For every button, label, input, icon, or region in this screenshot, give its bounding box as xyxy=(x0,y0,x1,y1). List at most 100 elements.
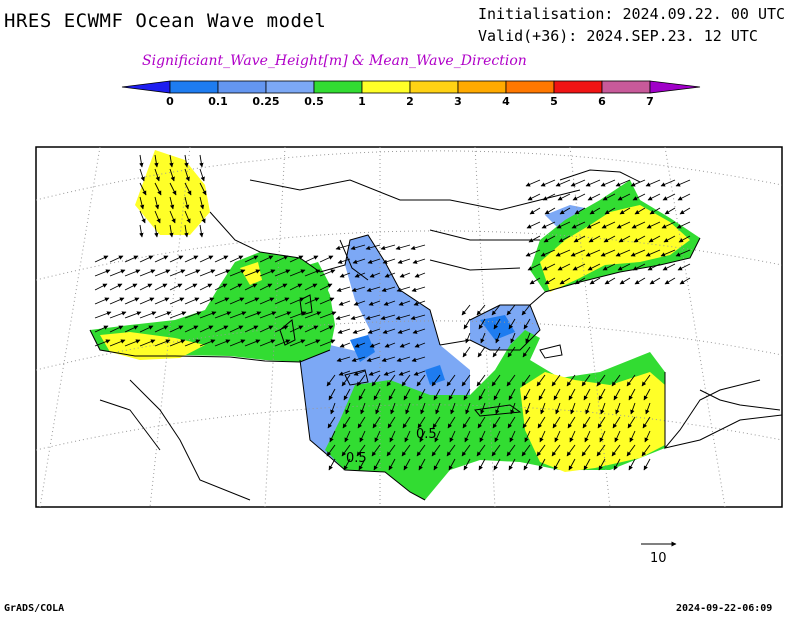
wave-direction-arrow xyxy=(491,304,501,316)
wave-direction-arrow xyxy=(494,430,501,443)
wave-direction-arrow xyxy=(446,444,456,457)
wave-direction-arrow xyxy=(675,249,691,257)
wave-direction-arrow xyxy=(567,416,576,429)
wave-direction-arrow xyxy=(552,416,561,429)
wave-direction-arrow xyxy=(229,283,243,291)
wave-direction-arrow xyxy=(401,374,411,387)
wave-direction-arrow xyxy=(626,374,636,387)
wave-direction-arrow xyxy=(521,444,531,457)
wave-direction-arrow xyxy=(398,370,411,376)
colorbar-box xyxy=(217,80,267,94)
wave-direction-arrow xyxy=(124,255,139,263)
wave-direction-arrow xyxy=(397,328,411,334)
page-title: HRES ECWMF Ocean Wave model xyxy=(4,10,327,32)
wave-direction-arrow xyxy=(395,314,411,321)
wave-direction-arrow xyxy=(154,154,159,168)
wave-direction-arrow xyxy=(463,458,471,471)
wave-direction-arrow xyxy=(507,416,516,429)
wave-direction-arrow xyxy=(598,458,606,471)
wave-direction-arrow xyxy=(478,318,486,330)
wave-direction-arrow xyxy=(124,297,140,305)
wave-direction-arrow xyxy=(676,221,691,229)
wave-direction-arrow xyxy=(570,249,586,257)
wave-direction-arrow xyxy=(124,269,141,277)
wave-direction-arrow xyxy=(628,458,636,471)
wave-direction-arrow xyxy=(405,402,411,415)
wave-height-high-area xyxy=(100,150,690,472)
wave-direction-arrow xyxy=(540,179,556,187)
wave-direction-arrow xyxy=(328,458,336,471)
wave-direction-arrow xyxy=(543,235,556,243)
wave-direction-arrow xyxy=(169,224,174,238)
wave-direction-arrow xyxy=(447,416,456,429)
colorbar-box xyxy=(505,80,555,94)
wave-direction-arrow xyxy=(368,370,381,376)
wave-direction-arrow xyxy=(395,244,411,251)
wave-direction-arrow xyxy=(526,221,541,229)
wave-direction-arrow xyxy=(124,283,138,291)
wave-direction-arrow xyxy=(319,297,335,305)
wave-direction-arrow xyxy=(154,269,171,277)
wave-direction-arrow xyxy=(109,311,127,319)
wave-direction-arrow xyxy=(538,458,546,471)
wave-direction-arrow xyxy=(642,416,651,429)
wave-direction-arrow xyxy=(154,182,162,196)
contour-label-2: 0.5 xyxy=(346,451,367,466)
map-graticule xyxy=(36,147,782,507)
wave-direction-arrow xyxy=(184,255,199,263)
wave-direction-arrow xyxy=(617,193,631,201)
wave-direction-arrow xyxy=(521,304,531,316)
wave-direction-arrow xyxy=(327,416,336,429)
wave-direction-arrow xyxy=(169,182,177,196)
wave-direction-arrow xyxy=(613,388,621,401)
colorbar-tick-label: 4 xyxy=(502,95,510,108)
wave-direction-arrow xyxy=(660,179,676,187)
wave-direction-arrow xyxy=(214,269,231,277)
wave-direction-arrow xyxy=(416,374,426,387)
wave-direction-arrow xyxy=(289,283,303,291)
wave-direction-arrow xyxy=(413,300,426,306)
wave-direction-arrow xyxy=(369,272,381,278)
wave-direction-arrow xyxy=(615,179,631,187)
wave-direction-arrow xyxy=(448,388,456,401)
wave-direction-arrow xyxy=(536,444,546,457)
wave-direction-arrow xyxy=(643,458,651,471)
vector-scale-legend: 10 xyxy=(641,541,677,566)
wave-direction-arrow xyxy=(432,416,441,429)
colorbar-box xyxy=(313,80,363,94)
wave-direction-arrow xyxy=(343,388,351,401)
wave-direction-arrow xyxy=(478,458,486,471)
wave-direction-arrow xyxy=(353,370,366,376)
wave-direction-arrow xyxy=(154,196,160,210)
wave-direction-arrow xyxy=(154,255,169,263)
wave-direction-arrow xyxy=(603,235,616,243)
wave-direction-arrow xyxy=(259,325,274,333)
wave-direction-arrow xyxy=(369,342,381,348)
wave-height-very-low-area xyxy=(350,315,515,385)
colorbar-low-arrow xyxy=(121,80,171,94)
wave-direction-arrow xyxy=(583,458,591,471)
wave-direction-arrow xyxy=(337,328,351,334)
wave-direction-arrow xyxy=(462,346,471,358)
wave-direction-arrow xyxy=(274,297,290,305)
colorbar-tick-label: 0.5 xyxy=(304,95,324,108)
wave-direction-arrow xyxy=(410,314,426,321)
wave-direction-arrow xyxy=(373,388,381,401)
wave-direction-arrow xyxy=(403,388,411,401)
wave-direction-arrow xyxy=(628,388,636,401)
wave-direction-arrow xyxy=(596,374,606,387)
wave-direction-arrow xyxy=(631,221,646,229)
wave-direction-arrow xyxy=(139,325,154,333)
wave-direction-arrow xyxy=(341,444,351,457)
wave-direction-arrow xyxy=(649,207,661,215)
wave-direction-arrow xyxy=(274,283,288,291)
wave-direction-arrow xyxy=(353,300,366,306)
wave-direction-arrow xyxy=(626,444,636,457)
wave-direction-arrow xyxy=(199,255,214,263)
wave-direction-arrow xyxy=(139,311,157,319)
wave-direction-arrow xyxy=(357,416,366,429)
wave-direction-arrow xyxy=(675,179,691,187)
wave-direction-arrow xyxy=(495,402,501,415)
wave-direction-arrow xyxy=(199,210,206,224)
wave-direction-arrow xyxy=(413,370,426,376)
